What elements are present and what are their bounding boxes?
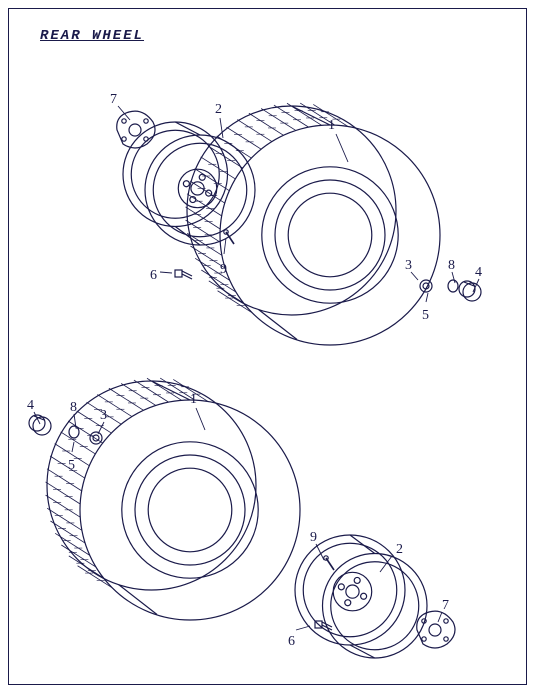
callout-c7a: 7: [110, 92, 117, 108]
callout-c3a: 3: [405, 258, 412, 274]
callout-c9a: 9: [220, 262, 227, 278]
callout-c8b: 8: [70, 400, 77, 416]
callout-c1a: 1: [328, 118, 335, 134]
callout-c6a: 6: [150, 268, 157, 284]
callout-c2a: 2: [215, 102, 222, 118]
callout-c2b: 2: [396, 542, 403, 558]
callout-c5a: 5: [422, 308, 429, 324]
callout-c1b: 1: [190, 392, 197, 408]
callout-c5b: 5: [68, 458, 75, 474]
callout-c9b: 9: [310, 530, 317, 546]
callout-c4b: 4: [27, 398, 34, 414]
callout-c4a: 4: [475, 265, 482, 281]
callout-c6b: 6: [288, 634, 295, 650]
parts-diagram: [8, 8, 527, 685]
callout-c3b: 3: [100, 408, 107, 424]
callout-c8a: 8: [448, 258, 455, 274]
callout-c7b: 7: [442, 598, 449, 614]
